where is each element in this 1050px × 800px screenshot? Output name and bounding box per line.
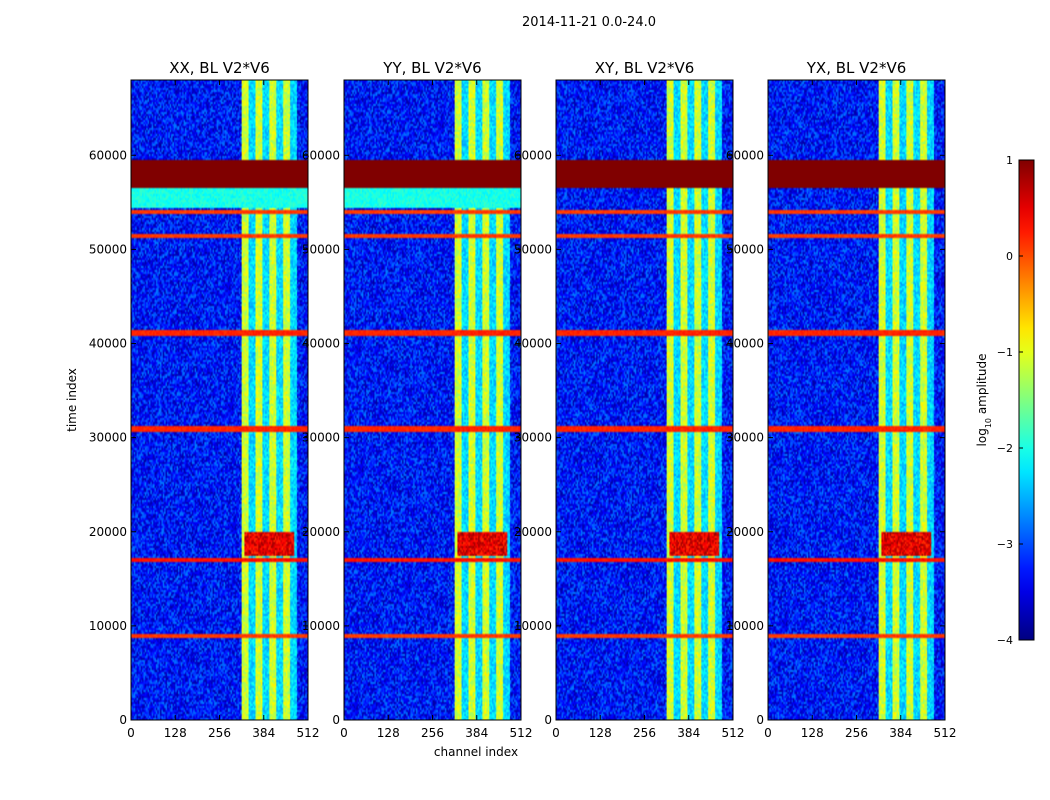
x-tick-label: 0 (764, 726, 772, 740)
x-tick-label: 512 (934, 726, 957, 740)
y-tick-label: 50000 (89, 242, 127, 256)
panel-3: XY, BL V2*V6 0 128 256 384 512 0 10000 20000 3000… (514, 59, 745, 740)
x-tick-label: 128 (164, 726, 187, 740)
y-tick-label: 10000 (514, 619, 552, 633)
panel-4: YX, BL V2*V6 0 128 256 384 512 0 10000 20000 3000… (726, 59, 957, 740)
y-tick-label: 20000 (514, 525, 552, 539)
y-tick-label: 60000 (302, 148, 340, 162)
y-tick-label: 0 (332, 713, 340, 727)
panel-heatmap (768, 80, 945, 720)
figure-suptitle: 2014-11-21 0.0-24.0 (522, 15, 656, 30)
y-tick-label: 0 (756, 713, 764, 727)
y-tick-label: 30000 (514, 431, 552, 445)
x-tick-label: 512 (297, 726, 320, 740)
panel-1: XX, BL V2*V6 0 128 256 384 512 0 10000 20000 3000… (89, 59, 320, 740)
panels: XX, BL V2*V6 0 128 256 384 512 0 10000 20000 3000… (89, 59, 957, 740)
x-tick-label: 384 (889, 726, 912, 740)
panel-heatmap (344, 80, 521, 720)
y-tick-label: 20000 (726, 525, 764, 539)
x-tick-label: 256 (208, 726, 231, 740)
colorbar-tick-label: 1 (1006, 154, 1013, 167)
y-tick-label: 30000 (726, 431, 764, 445)
panel-title: XX, BL V2*V6 (169, 59, 270, 77)
x-tick-label: 512 (510, 726, 533, 740)
colorbar-label: log10 amplitude (975, 354, 993, 447)
x-tick-label: 0 (340, 726, 348, 740)
y-tick-label: 40000 (89, 337, 127, 351)
y-tick-label: 20000 (89, 525, 127, 539)
panel-2: YY, BL V2*V6 0 128 256 384 512 0 10000 20000 3000… (302, 59, 533, 740)
y-tick-label: 40000 (726, 337, 764, 351)
x-tick-label: 128 (801, 726, 824, 740)
panel-heatmap (556, 80, 733, 720)
y-tick-label: 60000 (514, 148, 552, 162)
y-tick-label: 40000 (514, 337, 552, 351)
x-tick-label: 128 (589, 726, 612, 740)
x-axis-label: channel index (434, 745, 518, 759)
panel-title: XY, BL V2*V6 (595, 59, 695, 77)
y-tick-label: 0 (119, 713, 127, 727)
panel-title: YX, BL V2*V6 (806, 59, 907, 77)
panel-heatmap (131, 80, 308, 720)
y-tick-label: 30000 (89, 431, 127, 445)
x-tick-label: 0 (552, 726, 560, 740)
y-tick-label: 10000 (726, 619, 764, 633)
x-tick-label: 384 (252, 726, 275, 740)
colorbar-tick-label: −3 (997, 538, 1013, 551)
x-tick-label: 128 (377, 726, 400, 740)
x-tick-label: 256 (845, 726, 868, 740)
colorbar-gradient (1018, 159, 1035, 641)
y-tick-label: 10000 (302, 619, 340, 633)
panel-title: YY, BL V2*V6 (382, 59, 481, 77)
y-tick-label: 30000 (302, 431, 340, 445)
y-tick-label: 40000 (302, 337, 340, 351)
colorbar-tick-label: −4 (997, 634, 1013, 647)
x-tick-label: 256 (633, 726, 656, 740)
y-tick-label: 60000 (726, 148, 764, 162)
y-tick-label: 50000 (302, 242, 340, 256)
x-tick-label: 512 (722, 726, 745, 740)
y-tick-label: 50000 (514, 242, 552, 256)
y-tick-label: 20000 (302, 525, 340, 539)
x-tick-label: 384 (677, 726, 700, 740)
colorbar-tick-label: −1 (997, 346, 1013, 359)
x-tick-label: 256 (421, 726, 444, 740)
colorbar-tick-label: −2 (997, 442, 1013, 455)
y-axis-label: time index (65, 368, 79, 432)
colorbar-tick-label: 0 (1006, 250, 1013, 263)
colorbar: 1 0 −1 −2 −3 −4 log10 amplitude (975, 154, 1035, 647)
x-tick-label: 384 (465, 726, 488, 740)
y-tick-label: 0 (544, 713, 552, 727)
y-tick-label: 50000 (726, 242, 764, 256)
y-tick-label: 60000 (89, 148, 127, 162)
y-tick-label: 10000 (89, 619, 127, 633)
x-tick-label: 0 (127, 726, 135, 740)
